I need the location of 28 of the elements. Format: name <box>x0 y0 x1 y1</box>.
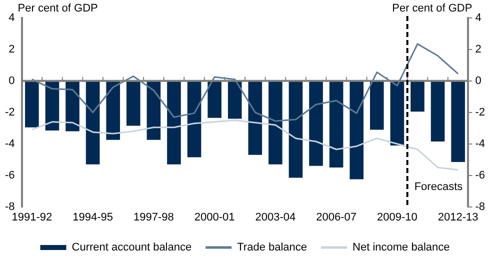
legend-label: Current account balance <box>72 242 192 254</box>
x-tick-label: 1997-98 <box>133 211 174 224</box>
x-tick-label: 2012-13 <box>438 211 478 224</box>
x-tick-label: 1991-92 <box>12 211 52 224</box>
y-axis-title: Per cent of GDP <box>18 2 98 15</box>
y2-tick-label: 4 <box>475 12 482 24</box>
y2-tick-label: -6 <box>475 169 485 182</box>
x-tick-label: 2009-10 <box>377 211 418 224</box>
legend-label: Net income balance <box>352 242 450 254</box>
y-tick-label: 2 <box>8 44 15 56</box>
y-tick-label: -4 <box>5 138 15 150</box>
y-tick-label: 0 <box>8 74 15 87</box>
y-tick-label: -2 <box>5 106 15 118</box>
ref-line-label: Forecasts <box>414 181 464 194</box>
legend-label: Trade balance <box>237 242 308 254</box>
y2-tick-label: -2 <box>475 106 485 118</box>
y2-axis-title: Per cent of GDP <box>392 2 472 15</box>
x-tick-label: 2003-04 <box>255 211 296 224</box>
y2-tick-label: 0 <box>475 74 482 87</box>
y-tick-label: 4 <box>8 12 15 24</box>
y-tick-label: -6 <box>5 169 15 182</box>
y-tick-label: -8 <box>5 200 15 213</box>
y2-tick-label: -8 <box>475 200 485 213</box>
x-tick-label: 2006-07 <box>316 211 357 224</box>
x-tick-label: 2000-01 <box>194 211 235 224</box>
y2-tick-label: -4 <box>475 138 485 150</box>
y2-tick-label: 2 <box>475 44 482 56</box>
x-tick-label: 1994-95 <box>72 211 113 224</box>
